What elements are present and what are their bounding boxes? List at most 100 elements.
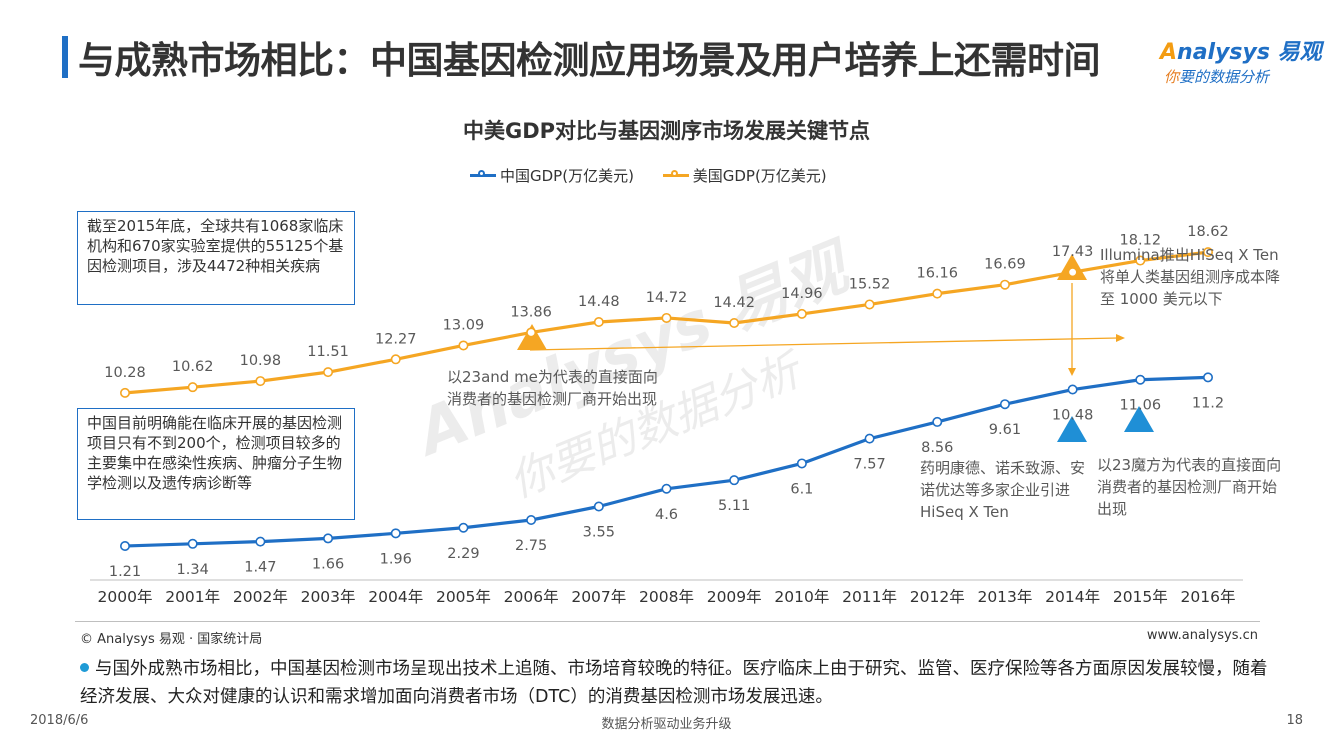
data-label-usa: 12.27 [375, 331, 417, 347]
data-point-china [1067, 384, 1078, 395]
chart-legend: 中国GDP(万亿美元) 美国GDP(万亿美元) [470, 163, 851, 186]
analysys-logo: Analysys 易观 你要的数据分析 [1160, 40, 1322, 86]
data-point-china [1135, 374, 1146, 385]
data-label-usa: 10.28 [104, 365, 146, 381]
data-label-china: 9.61 [989, 422, 1021, 438]
data-point-usa [1203, 247, 1214, 258]
x-tick-label: 2005年 [436, 588, 491, 606]
data-point-usa [593, 317, 604, 328]
chart-title: 中美GDP对比与基因测序市场发展关键节点 [462, 119, 871, 143]
data-point-usa [323, 367, 334, 378]
data-label-china: 11.06 [1120, 398, 1162, 414]
footer-divider [75, 621, 1260, 622]
milestone-2015-china-triangle [1124, 406, 1154, 432]
data-point-china [187, 538, 198, 549]
x-tick-label: 2013年 [977, 588, 1032, 606]
x-tick-label: 2006年 [504, 588, 559, 606]
data-point-usa [999, 279, 1010, 290]
data-label-usa: 13.09 [443, 317, 485, 333]
bullet-icon [80, 662, 89, 672]
source-note: © Analysys 易观 · 国家统计局 [80, 632, 263, 647]
data-label-usa: 10.98 [240, 353, 282, 369]
x-tick-label: 2002年 [233, 588, 288, 606]
data-label-usa: 11.51 [307, 344, 349, 360]
x-tick-label: 2015年 [1113, 588, 1168, 606]
data-label-china: 6.1 [790, 481, 813, 497]
data-label-usa: 14.48 [578, 294, 620, 310]
data-point-china [932, 416, 943, 427]
website-link[interactable]: www.analysys.cn [1146, 628, 1258, 643]
milestone-2014-china-triangle [1057, 416, 1087, 442]
data-label-usa: 17.43 [1052, 244, 1094, 260]
data-point-china [323, 533, 334, 544]
x-tick-label: 2003年 [301, 588, 356, 606]
x-tick-label: 2009年 [707, 588, 762, 606]
data-label-china: 1.21 [109, 564, 141, 580]
data-label-china: 10.48 [1052, 408, 1094, 424]
annotation-23andme: 以23and me为代表的直接面向消费者的基因检测厂商开始出现 [447, 368, 658, 408]
data-label-china: 11.2 [1192, 395, 1224, 411]
data-point-china [255, 536, 266, 547]
x-tick-label: 2016年 [1181, 588, 1236, 606]
data-point-usa [661, 312, 672, 323]
data-label-china: 7.57 [853, 457, 885, 473]
data-label-china: 2.29 [447, 546, 479, 562]
data-point-china [796, 458, 807, 469]
legend-item-china: 中国GDP(万亿美元) [470, 165, 634, 186]
data-point-china [458, 522, 469, 533]
data-point-usa [458, 340, 469, 351]
data-point-usa [1067, 267, 1078, 278]
data-point-usa [120, 387, 131, 398]
footer-date: 2018/6/6 [30, 713, 89, 728]
data-point-usa [864, 299, 875, 310]
title-accent-bar [62, 36, 68, 78]
data-label-usa: 14.42 [713, 295, 755, 311]
data-point-china [593, 501, 604, 512]
x-tick-label: 2011年 [842, 588, 897, 606]
x-tick-label: 2000年 [98, 588, 153, 606]
data-label-china: 2.75 [515, 538, 547, 554]
annotation-illumina: Illumina推出HiSeq X Ten 将单人类基因组测序成本降至 1000… [1100, 246, 1281, 308]
x-tick-label: 2004年 [368, 588, 423, 606]
china-testing-note: 中国目前明确能在临床开展的基因检测项目只有不到200个，检测项目较多的主要集中在… [77, 408, 355, 520]
data-label-china: 1.34 [177, 562, 209, 578]
data-label-usa: 18.62 [1187, 224, 1229, 240]
data-point-china [864, 433, 875, 444]
data-point-china [526, 515, 537, 526]
data-label-china: 8.56 [921, 440, 953, 456]
data-label-usa: 13.86 [510, 304, 552, 320]
data-point-china [390, 528, 401, 539]
data-label-usa: 18.12 [1120, 233, 1162, 249]
arrow-23andme-line [529, 337, 1119, 351]
data-point-usa [932, 288, 943, 299]
data-point-usa [526, 327, 537, 338]
data-point-usa [796, 308, 807, 319]
data-point-china [729, 475, 740, 486]
data-point-china [120, 540, 131, 551]
data-label-china: 5.11 [718, 498, 750, 514]
x-tick-label: 2001年 [165, 588, 220, 606]
page-number: 18 [1286, 713, 1303, 728]
data-label-usa: 16.69 [984, 257, 1026, 273]
footer-slogan: 数据分析驱动业务升级 [601, 717, 732, 732]
arrow-23andme-head [1116, 334, 1125, 342]
data-point-usa [187, 382, 198, 393]
annotation-23mofang: 以23魔方为代表的直接面向消费者的基因检测厂商开始出现 [1097, 456, 1282, 518]
data-label-china: 1.47 [244, 560, 276, 576]
global-testing-note: 截至2015年底，全球共有1068家临床机构和670家实验室提供的55125个基… [77, 211, 355, 305]
arrow-illumina-head [1068, 368, 1076, 376]
x-tick-label: 2014年 [1045, 588, 1100, 606]
data-label-china: 3.55 [583, 525, 615, 541]
data-point-china [999, 399, 1010, 410]
x-tick-label: 2010年 [774, 588, 829, 606]
data-point-china [661, 483, 672, 494]
data-label-china: 4.6 [655, 507, 678, 523]
summary-text: 与国外成熟市场相比，中国基因检测市场呈现出技术上追随、市场培育较晚的特征。医疗临… [80, 659, 1268, 707]
data-label-usa: 16.16 [916, 266, 958, 282]
data-label-usa: 14.72 [646, 290, 688, 306]
data-point-usa [390, 354, 401, 365]
data-point-usa [255, 376, 266, 387]
data-point-usa [1135, 255, 1146, 266]
data-point-usa [729, 318, 740, 329]
